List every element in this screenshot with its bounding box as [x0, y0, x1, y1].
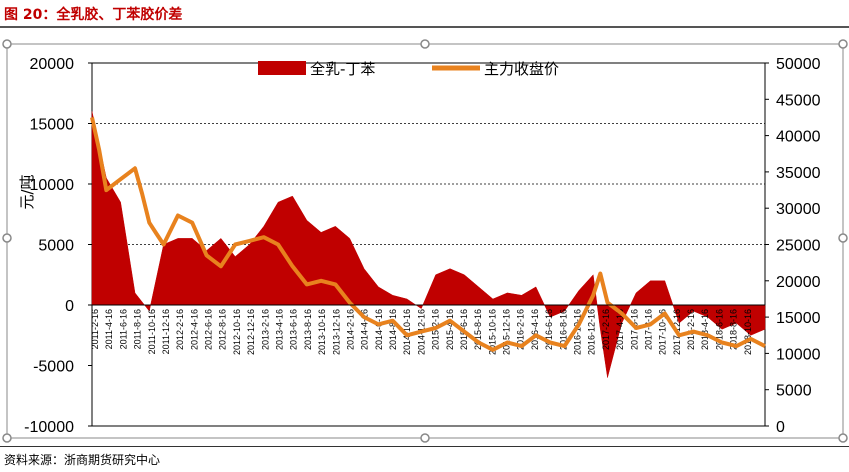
left-tick-label: 5000 — [38, 238, 74, 255]
x-tick-label: 2012-6-16 — [204, 309, 214, 350]
left-tick-label: 15000 — [30, 117, 75, 134]
x-tick-label: 2013-12-16 — [331, 309, 341, 355]
x-tick-label: 2011-10-16 — [147, 309, 157, 354]
right-tick-label: 25000 — [776, 238, 821, 255]
legend: 全乳-丁苯 主力收盘价 — [258, 60, 559, 78]
price-line-layer — [90, 116, 766, 352]
figure-title: 图 20：全乳胶、丁苯胶价差 — [4, 7, 183, 23]
x-tick-label: 2011-2-16 — [90, 309, 100, 349]
left-axis-ticks: 20000 15000 10000 5000 0 -5000 -10000 — [24, 56, 92, 436]
right-tick-label: 40000 — [776, 129, 821, 146]
right-tick-label: 35000 — [776, 165, 821, 182]
chart: 2011-2-16 2011-4-16 2011-6-16 2011-8-16 2011… — [2, 39, 848, 443]
right-tick-label: 45000 — [776, 92, 821, 109]
x-tick-label: 2016-10-16 — [573, 309, 583, 355]
x-tick-label: 2012-2-16 — [175, 309, 185, 350]
x-tick-label: 2017-4-16 — [615, 309, 625, 350]
x-tick-label: 2011-6-16 — [118, 309, 128, 349]
x-tick-label: 2014-10-16 — [402, 309, 412, 355]
x-tick-label: 2011-8-16 — [133, 309, 143, 349]
left-tick-label: -10000 — [24, 419, 74, 436]
x-tick-label: 2018-6-16 — [714, 309, 724, 350]
left-tick-label: 10000 — [30, 177, 75, 194]
right-tick-label: 10000 — [776, 346, 821, 363]
x-tick-label: 2013-6-16 — [289, 309, 299, 350]
left-tick-label: 0 — [65, 298, 74, 315]
x-tick-label: 2012-4-16 — [189, 309, 199, 350]
x-tick-label: 2014-2-16 — [345, 309, 355, 350]
x-tick-label: 2017-2-16 — [601, 309, 611, 350]
x-tick-label: 2015-12-16 — [502, 309, 512, 355]
right-tick-label: 5000 — [776, 383, 812, 400]
legend-swatch-spread — [258, 61, 306, 75]
right-tick-label: 15000 — [776, 310, 821, 327]
spread-area-layer — [91, 111, 766, 378]
x-tick-label: 2011-12-16 — [161, 309, 171, 354]
title-rule — [0, 26, 849, 28]
x-tick-label: 2017-6-16 — [629, 309, 639, 350]
x-tick-label: 2015-10-16 — [487, 309, 497, 355]
x-tick-label: 2012-12-16 — [246, 309, 256, 355]
x-tick-label: 2013-8-16 — [303, 309, 313, 350]
gridlines — [92, 123, 765, 245]
x-tick-label: 2012-10-16 — [232, 309, 242, 355]
x-tick-label: 2014-6-16 — [374, 309, 384, 350]
x-tick-label: 2016-2-16 — [516, 309, 526, 350]
source-rule — [0, 446, 849, 447]
right-tick-label: 50000 — [776, 56, 821, 73]
right-axis-ticks: 5000045000400003500030000250002000015000… — [765, 56, 821, 436]
x-tick-label: 2013-10-16 — [317, 309, 327, 355]
left-tick-label: -5000 — [33, 359, 74, 376]
x-tick-label: 2014-8-16 — [388, 309, 398, 350]
x-tick-label: 2016-8-16 — [558, 309, 568, 350]
x-tick-label: 2018-4-16 — [700, 309, 710, 350]
x-tick-label: 2016-4-16 — [530, 309, 540, 350]
x-tick-label: 2017-8-16 — [644, 309, 654, 350]
legend-label-price: 主力收盘价 — [484, 60, 559, 78]
left-axis-label: 元/吨 — [18, 174, 36, 209]
x-tick-label: 2015-4-16 — [445, 309, 455, 350]
x-tick-label: 2013-2-16 — [260, 309, 270, 350]
frame-handles — [2, 39, 848, 443]
x-tick-label: 2014-4-16 — [360, 309, 370, 350]
right-tick-label: 20000 — [776, 274, 821, 291]
x-tick-label: 2018-2-16 — [686, 309, 696, 350]
x-tick-label: 2016-12-16 — [587, 309, 597, 355]
x-tick-label: 2015-8-16 — [473, 309, 483, 350]
x-tick-label: 2018-10-16 — [743, 309, 753, 355]
price-line — [90, 116, 766, 352]
x-tick-label: 2018-8-16 — [729, 309, 739, 350]
x-tick-label: 2016-6-16 — [544, 309, 554, 350]
legend-label-spread: 全乳-丁苯 — [310, 60, 375, 78]
right-tick-label: 0 — [776, 419, 785, 436]
x-tick-label: 2011-4-16 — [104, 309, 114, 349]
figure-source: 资料来源：浙商期货研究中心 — [4, 453, 161, 467]
x-tick-label: 2013-4-16 — [275, 309, 285, 350]
x-tick-label: 2017-10-16 — [658, 309, 668, 355]
spread-area — [91, 111, 766, 378]
left-tick-label: 20000 — [30, 56, 75, 73]
right-tick-label: 30000 — [776, 201, 821, 218]
x-tick-label: 2012-8-16 — [218, 309, 228, 350]
